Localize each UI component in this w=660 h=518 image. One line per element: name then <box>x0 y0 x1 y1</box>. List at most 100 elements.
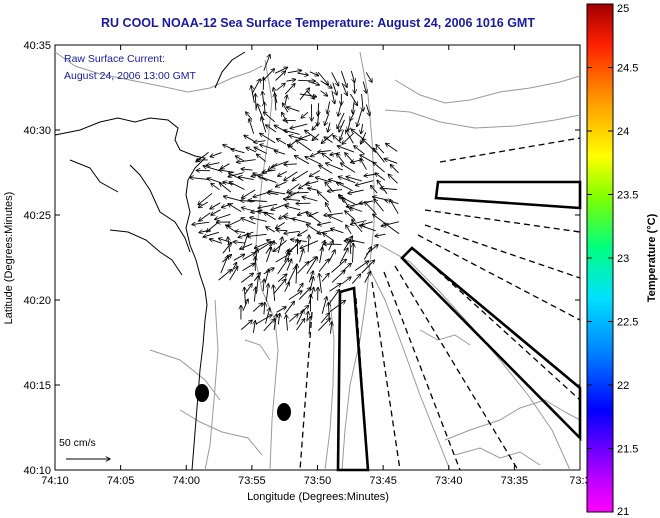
current-vector <box>339 196 356 205</box>
current-vector <box>331 90 335 104</box>
current-vector <box>319 274 322 294</box>
swath-boxes <box>336 180 582 472</box>
current-vector <box>326 163 344 171</box>
current-vector <box>348 189 364 193</box>
current-vector <box>199 212 211 221</box>
current-vector <box>320 313 330 324</box>
current-vector <box>331 72 339 86</box>
current-vector <box>210 152 222 157</box>
current-vector <box>242 233 248 250</box>
current-vector <box>284 301 295 315</box>
current-vector <box>253 321 255 333</box>
current-vector <box>384 159 398 164</box>
current-vector <box>329 179 345 185</box>
current-vector <box>263 319 275 332</box>
y-tick-label: 40:35 <box>23 40 51 52</box>
current-vector <box>338 102 342 117</box>
current-vector <box>218 270 232 281</box>
current-vector <box>241 320 252 330</box>
current-vector <box>339 119 345 132</box>
current-vector <box>309 170 320 177</box>
current-vector <box>287 70 302 72</box>
current-label: Raw Surface Current: <box>64 53 165 65</box>
current-vector <box>277 258 289 275</box>
current-vector <box>324 212 343 215</box>
current-vector <box>292 218 312 225</box>
current-vector <box>297 262 308 274</box>
current-vector <box>260 133 276 144</box>
current-vector <box>258 203 278 208</box>
current-vector <box>320 90 328 96</box>
current-vector <box>350 208 363 212</box>
current-vector <box>284 231 300 233</box>
current-vector <box>375 234 386 236</box>
colorbar-tick-label: 23 <box>617 253 629 265</box>
current-vector <box>278 171 288 176</box>
current-vector <box>199 230 211 233</box>
current-vector <box>282 103 289 113</box>
current-vector <box>190 177 210 179</box>
current-vector <box>364 271 371 283</box>
colorbar-ticks: 25 24.5 24 23.5 23 22.5 22 21.5 21 <box>587 3 638 518</box>
current-vector <box>306 257 318 274</box>
current-vector <box>258 176 277 184</box>
current-vector <box>262 91 263 103</box>
current-vector <box>346 225 352 235</box>
current-vector <box>373 148 385 163</box>
current-vector <box>198 201 209 208</box>
current-vector <box>299 249 304 263</box>
current-vector <box>209 239 223 244</box>
current-vector <box>317 192 330 203</box>
current-vector <box>244 284 252 295</box>
plot-frame <box>54 44 581 471</box>
current-vector <box>371 185 378 194</box>
current-vector <box>331 270 345 283</box>
current-vector <box>264 102 265 113</box>
current-vector <box>274 151 286 155</box>
current-vector <box>266 227 276 233</box>
current-vector <box>331 259 347 273</box>
current-vector <box>286 107 300 112</box>
colorbar-tick-label: 21.5 <box>617 444 638 456</box>
current-vector <box>229 267 238 281</box>
current-vector <box>266 247 272 263</box>
coastline <box>54 51 246 471</box>
current-vector <box>264 302 265 315</box>
colorbar-tick-label: 23.5 <box>617 190 638 202</box>
current-vector <box>248 200 267 201</box>
current-vector <box>376 145 385 154</box>
current-vector <box>388 174 398 184</box>
current-vector <box>237 159 256 163</box>
current-vector <box>266 125 277 133</box>
current-vector <box>255 94 256 111</box>
current-vector <box>346 177 362 182</box>
current-vector <box>273 314 277 331</box>
current-vector <box>297 73 308 75</box>
current-vector <box>229 182 245 190</box>
current-vector <box>333 135 342 144</box>
current-vector <box>365 72 372 82</box>
current-vector <box>288 291 302 300</box>
current-vector <box>254 147 267 154</box>
current-vector <box>350 93 358 105</box>
current-vector <box>240 243 253 249</box>
current-vector <box>298 288 311 300</box>
scale-label: 50 cm/s <box>59 437 96 449</box>
current-vector <box>241 218 256 225</box>
current-vector <box>275 181 287 187</box>
colorbar-tick-label: 22.5 <box>617 317 638 329</box>
current-vector <box>254 141 266 143</box>
current-vector <box>238 177 254 181</box>
current-vector <box>268 191 286 195</box>
current-vector <box>325 203 332 213</box>
current-vector <box>255 315 272 325</box>
current-vector <box>320 80 333 89</box>
current-vector <box>390 199 399 214</box>
x-tick-label: 73:40 <box>435 475 463 487</box>
current-vector <box>253 192 267 197</box>
current-vector <box>319 165 333 174</box>
current-vector <box>276 139 287 145</box>
x-tick-label: 74:10 <box>41 475 69 487</box>
current-vector <box>351 274 360 284</box>
